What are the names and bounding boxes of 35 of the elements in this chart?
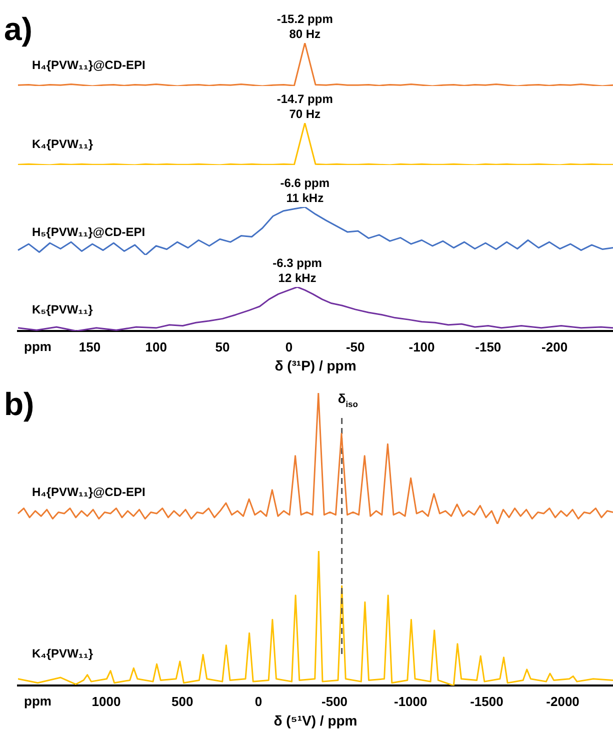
x-tick-label: 100 — [145, 339, 167, 354]
annotation: -6.3 ppm — [272, 256, 322, 270]
x-tick-label: 50 — [215, 339, 230, 354]
x-tick-label: 1000 — [92, 694, 121, 709]
series-label: K₄{PVW₁₁} — [32, 137, 94, 152]
x-tick-label: 0 — [254, 694, 262, 709]
x-tick-label: -100 — [408, 339, 435, 354]
x-tick-label: -1500 — [470, 694, 504, 709]
annotation: 12 kHz — [278, 271, 316, 285]
text: ppm — [24, 339, 52, 354]
text: 80 Hz — [289, 27, 321, 41]
text: -6.6 ppm — [280, 176, 330, 190]
x-tick-label: -500 — [322, 694, 348, 709]
x-tick-label: -1000 — [394, 694, 428, 709]
x-tick-label: -50 — [346, 339, 365, 354]
x-tick-label: 150 — [78, 339, 101, 354]
chart-title: b) — [4, 386, 34, 422]
series-label: K₄{PVW₁₁} — [32, 646, 94, 661]
text: -14.7 ppm — [276, 92, 333, 106]
x-tick-label: -2000 — [546, 694, 580, 709]
x-axis-title: δ (³¹P) / ppm — [274, 357, 356, 374]
x-tick-label: -200 — [542, 339, 568, 354]
series-label: H₅{PVW₁₁}@CD-EPI — [32, 224, 146, 239]
x-tick-label: 500 — [171, 694, 194, 709]
series-label: H₄{PVW₁₁}@CD-EPI — [32, 485, 146, 499]
x-tick-label: -150 — [475, 339, 502, 354]
x-tick-label: 0 — [285, 339, 293, 354]
text: -15.2 ppm — [276, 12, 333, 26]
series-label: K₅{PVW₁₁} — [32, 302, 94, 316]
x-axis-title: δ (⁵¹V) / ppm — [274, 712, 358, 728]
text: 70 Hz — [289, 107, 321, 121]
text: 11 kHz — [286, 191, 324, 205]
series-label: H₄{PVW₁₁}@CD-EPI — [32, 58, 146, 72]
text: ppm — [24, 694, 52, 709]
chart-title: a) — [4, 11, 32, 47]
